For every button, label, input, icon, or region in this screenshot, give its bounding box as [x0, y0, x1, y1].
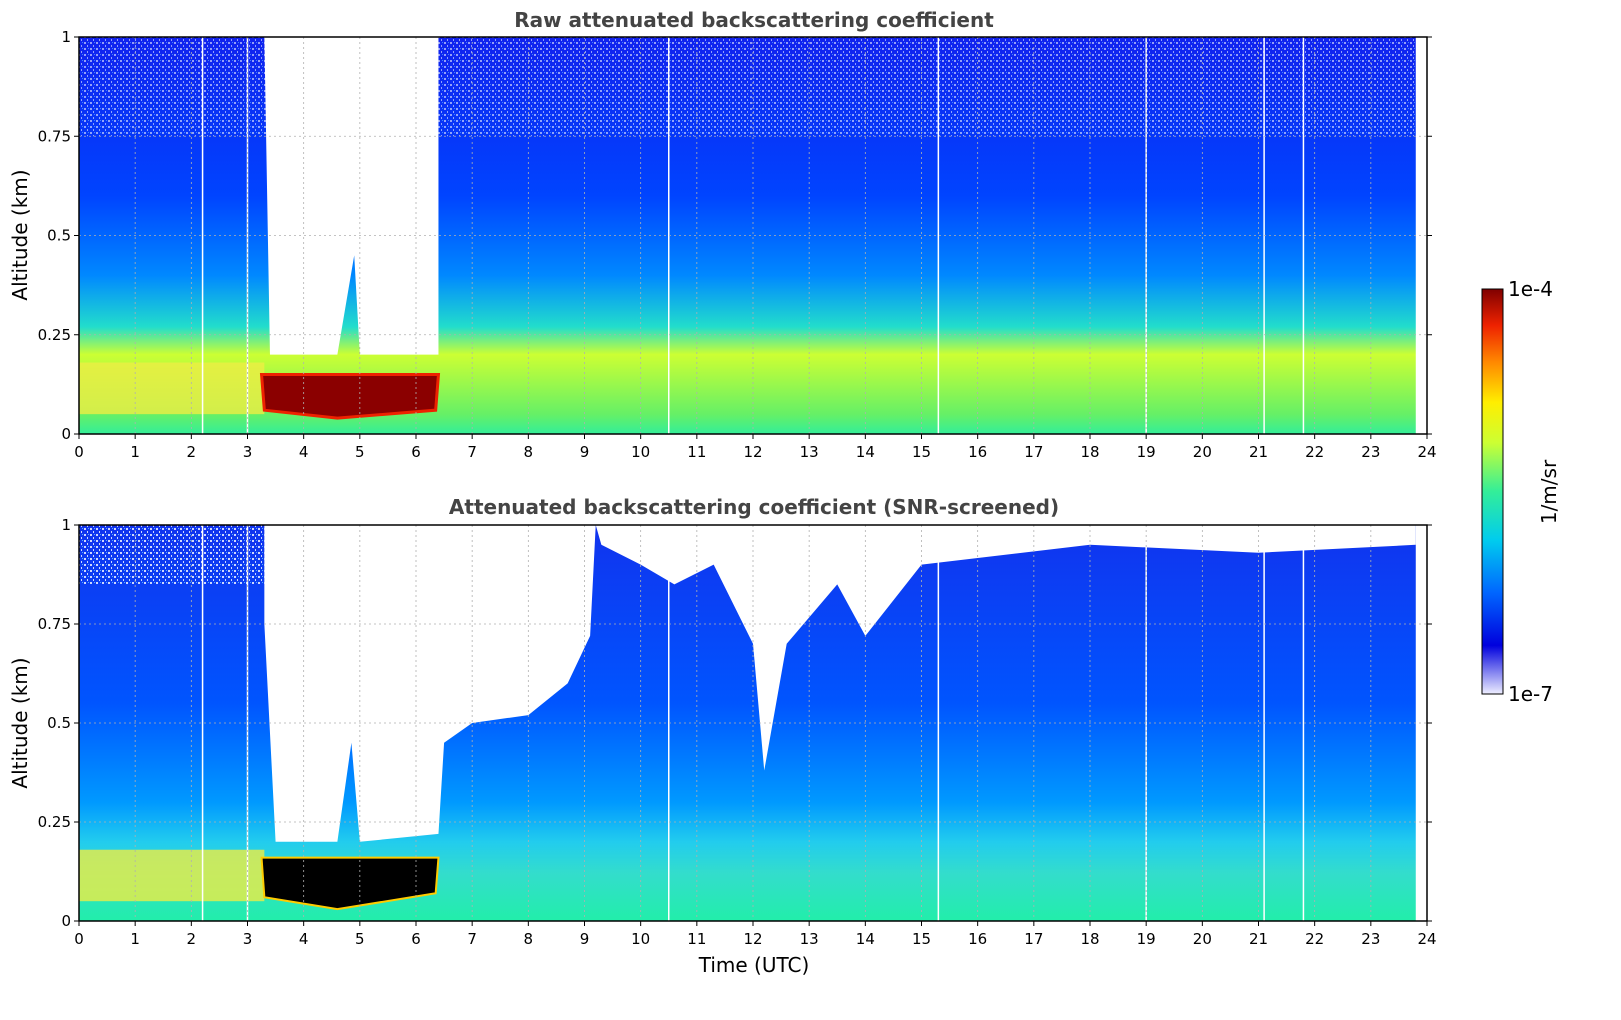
panel-2-title: Attenuated backscattering coefficient (S… [449, 495, 1059, 519]
p1-x-tick-label-14: 14 [856, 443, 875, 461]
p2-x-tick-label-9: 9 [580, 930, 590, 948]
p2-x-tick-label-7: 7 [467, 930, 477, 948]
panel-1-title: Raw attenuated backscattering coefficien… [514, 8, 994, 32]
p2-x-tick-label-16: 16 [968, 930, 987, 948]
panel-1-y-axis-label: Altitude (km) [8, 169, 32, 300]
p2-x-tick-label-20: 20 [1193, 930, 1212, 948]
colorbar-min-label: 1e-7 [1508, 682, 1553, 706]
p2-x-tick-label-23: 23 [1361, 930, 1380, 948]
p2-x-tick-label-4: 4 [299, 930, 309, 948]
p1-y-tick-label-3: 0.75 [38, 127, 71, 145]
p1-x-tick-label-2: 2 [187, 443, 197, 461]
p2-cloud-mask [260, 856, 440, 911]
p1-x-tick-label-20: 20 [1193, 443, 1212, 461]
p1-x-tick-label-19: 19 [1137, 443, 1156, 461]
p1-x-tick-label-5: 5 [355, 443, 365, 461]
p2-x-tick-label-3: 3 [243, 930, 253, 948]
p1-y-tick-label-1: 0.25 [38, 326, 71, 344]
panel-1-grid [79, 37, 1427, 434]
p1-x-tick-label-6: 6 [411, 443, 421, 461]
panel-2-grid [79, 525, 1427, 921]
p2-x-tick-label-12: 12 [743, 930, 762, 948]
p2-x-tick-label-18: 18 [1080, 930, 1099, 948]
p1-x-tick-label-18: 18 [1080, 443, 1099, 461]
p2-aerosol-band [79, 849, 265, 902]
p1-x-tick-label-9: 9 [580, 443, 590, 461]
p1-x-tick-label-15: 15 [912, 443, 931, 461]
p2-x-tick-label-11: 11 [687, 930, 706, 948]
p1-no-signal [264, 37, 439, 355]
p2-y-tick-label-3: 0.75 [38, 615, 71, 633]
p1-x-tick-label-8: 8 [524, 443, 534, 461]
p1-y-tick-label-0: 0 [61, 425, 71, 443]
p2-x-tick-label-2: 2 [187, 930, 197, 948]
p2-x-tick-label-14: 14 [856, 930, 875, 948]
p1-cloud [259, 372, 441, 420]
p2-y-tick-label-0: 0 [61, 912, 71, 930]
p1-x-tick-label-13: 13 [800, 443, 819, 461]
p1-x-tick-label-0: 0 [74, 443, 84, 461]
p1-x-tick-label-22: 22 [1305, 443, 1324, 461]
p1-x-tick-label-3: 3 [243, 443, 253, 461]
p1-aerosol-band [79, 362, 265, 415]
p1-x-tick-label-17: 17 [1024, 443, 1043, 461]
p1-x-tick-label-16: 16 [968, 443, 987, 461]
p1-x-tick-label-1: 1 [130, 443, 140, 461]
p2-x-tick-label-19: 19 [1137, 930, 1156, 948]
p2-x-tick-label-21: 21 [1249, 930, 1268, 948]
p2-screened-region [264, 525, 596, 842]
p2-y-tick-label-2: 0.5 [47, 714, 71, 732]
panel-1-y-axis: 0 0.25 0.5 0.75 1 [38, 28, 1432, 443]
colorbar-unit-label: 1/m/sr [1537, 459, 1561, 524]
p2-screened-top [595, 525, 1416, 771]
panel-1-x-axis: 0 1 2 3 4 5 6 7 8 9 10 11 12 13 14 15 16 17 18 19 20 21 22 23 24 [74, 434, 1437, 461]
p2-x-tick-label-6: 6 [411, 930, 421, 948]
p1-x-tick-label-12: 12 [743, 443, 762, 461]
colorbar-max-label: 1e-4 [1508, 277, 1553, 301]
p2-x-tick-label-17: 17 [1024, 930, 1043, 948]
p2-x-tick-label-22: 22 [1305, 930, 1324, 948]
p2-y-tick-label-4: 1 [61, 516, 71, 534]
colorbar-gradient [1481, 288, 1504, 695]
p2-x-tick-label-5: 5 [355, 930, 365, 948]
p1-x-tick-label-4: 4 [299, 443, 309, 461]
panel-2-x-axis: 0 1 2 3 4 5 6 7 8 9 10 11 12 13 14 15 16 17 18 19 20 21 22 23 24 [74, 921, 1437, 948]
colorbar: 1e-4 1e-7 1/m/sr [1481, 277, 1561, 706]
p2-x-tick-label-8: 8 [524, 930, 534, 948]
panel-2-heatmap [79, 525, 1416, 921]
panel-1-heatmap [79, 37, 1416, 434]
p2-x-tick-label-13: 13 [800, 930, 819, 948]
p2-x-tick-label-24: 24 [1417, 930, 1436, 948]
p2-x-tick-label-10: 10 [631, 930, 650, 948]
raw-backscatter-panel: Raw attenuated backscattering coefficien… [8, 8, 1437, 461]
p1-x-tick-label-10: 10 [631, 443, 650, 461]
p1-x-tick-label-21: 21 [1249, 443, 1268, 461]
p1-x-tick-label-24: 24 [1417, 443, 1436, 461]
snr-screened-backscatter-panel: Attenuated backscattering coefficient (S… [8, 495, 1437, 977]
p1-y-tick-label-4: 1 [61, 28, 71, 46]
p1-y-tick-label-2: 0.5 [47, 227, 71, 245]
panel-2-y-axis: 0 0.25 0.5 0.75 1 [38, 516, 1432, 930]
p1-x-tick-label-23: 23 [1361, 443, 1380, 461]
p2-x-tick-label-1: 1 [130, 930, 140, 948]
p1-x-tick-label-11: 11 [687, 443, 706, 461]
p2-y-tick-label-1: 0.25 [38, 813, 71, 831]
p2-noise [79, 525, 265, 585]
p1-x-tick-label-7: 7 [467, 443, 477, 461]
p2-x-tick-label-15: 15 [912, 930, 931, 948]
p2-x-tick-label-0: 0 [74, 930, 84, 948]
panel-2-y-axis-label: Altitude (km) [8, 657, 32, 788]
x-axis-label: Time (UTC) [698, 953, 810, 977]
